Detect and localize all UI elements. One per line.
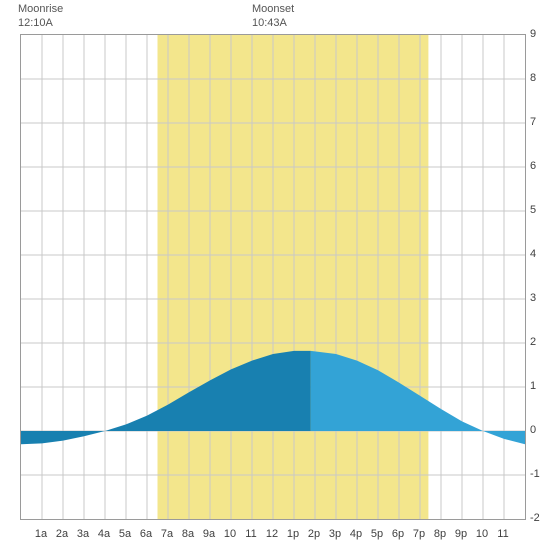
x-tick-label: 11 bbox=[497, 528, 508, 540]
x-tick-label: 4p bbox=[350, 528, 362, 540]
x-tick-label: 9a bbox=[203, 528, 215, 540]
x-tick-label: 2a bbox=[56, 528, 68, 540]
moonset-time: 10:43A bbox=[252, 16, 294, 30]
x-tick-label: 10 bbox=[476, 528, 488, 540]
y-tick-label: -1 bbox=[530, 468, 540, 480]
x-tick-label: 10 bbox=[224, 528, 236, 540]
y-tick-label: 8 bbox=[530, 72, 536, 84]
x-tick-label: 5a bbox=[119, 528, 131, 540]
moonrise-time: 12:10A bbox=[18, 16, 63, 30]
chart-container: Moonrise 12:10A Moonset 10:43A -2-101234… bbox=[0, 0, 550, 550]
x-tick-label: 8p bbox=[434, 528, 446, 540]
x-tick-label: 12 bbox=[266, 528, 278, 540]
y-tick-label: 4 bbox=[530, 248, 536, 260]
chart-svg bbox=[21, 35, 525, 519]
x-tick-label: 5p bbox=[371, 528, 383, 540]
moonrise-title: Moonrise bbox=[18, 2, 63, 16]
x-tick-label: 1a bbox=[35, 528, 47, 540]
x-tick-label: 2p bbox=[308, 528, 320, 540]
x-tick-label: 3p bbox=[329, 528, 341, 540]
x-tick-label: 7a bbox=[161, 528, 173, 540]
y-tick-label: 1 bbox=[530, 380, 536, 392]
y-tick-label: 3 bbox=[530, 292, 536, 304]
moonrise-label: Moonrise 12:10A bbox=[18, 2, 63, 31]
x-tick-label: 6p bbox=[392, 528, 404, 540]
moonset-label: Moonset 10:43A bbox=[252, 2, 294, 31]
x-tick-label: 6a bbox=[140, 528, 152, 540]
y-tick-label: 5 bbox=[530, 204, 536, 216]
x-tick-label: 9p bbox=[455, 528, 467, 540]
x-tick-label: 1p bbox=[287, 528, 299, 540]
x-tick-label: 7p bbox=[413, 528, 425, 540]
tide-chart bbox=[20, 34, 526, 520]
y-tick-label: 2 bbox=[530, 336, 536, 348]
y-tick-label: 7 bbox=[530, 116, 536, 128]
y-tick-label: 6 bbox=[530, 160, 536, 172]
y-tick-label: -2 bbox=[530, 512, 540, 524]
x-tick-label: 3a bbox=[77, 528, 89, 540]
moonset-title: Moonset bbox=[252, 2, 294, 16]
x-tick-label: 8a bbox=[182, 528, 194, 540]
y-tick-label: 9 bbox=[530, 28, 536, 40]
x-tick-label: 4a bbox=[98, 528, 110, 540]
x-tick-label: 11 bbox=[245, 528, 256, 540]
y-tick-label: 0 bbox=[530, 424, 536, 436]
